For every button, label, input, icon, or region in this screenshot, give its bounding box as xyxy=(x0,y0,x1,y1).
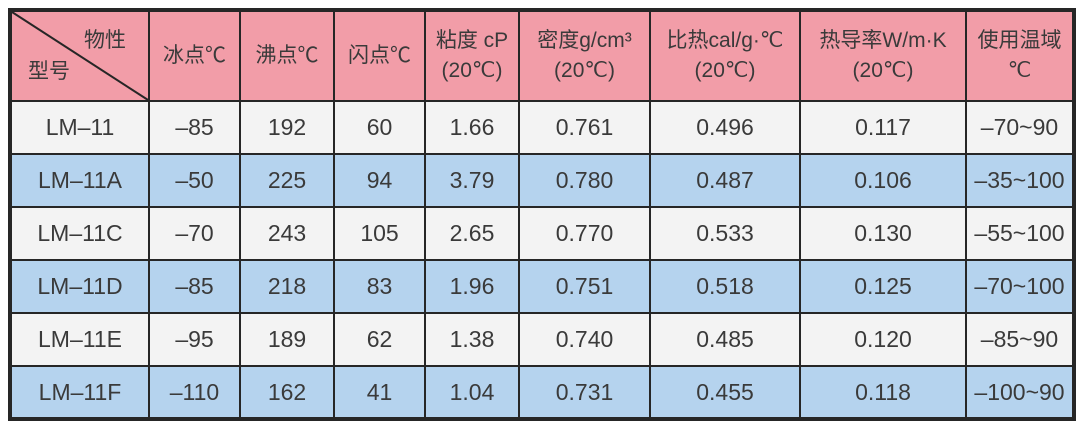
operating-range-cell: –35~100 xyxy=(965,153,1075,208)
specific-heat-cell: 0.533 xyxy=(649,206,801,261)
table-row: LM–11F –110 162 41 1.04 0.731 0.455 0.11… xyxy=(9,365,1075,420)
flash-point-cell: 60 xyxy=(333,100,426,155)
flash-point-cell: 41 xyxy=(333,365,426,420)
boiling-point-cell: 243 xyxy=(239,206,335,261)
specific-heat-cell: 0.496 xyxy=(649,100,801,155)
table-row: LM–11D –85 218 83 1.96 0.751 0.518 0.125… xyxy=(9,259,1075,314)
viscosity-cell: 1.66 xyxy=(424,100,520,155)
header-line: (20℃) xyxy=(852,59,914,82)
diagonal-line xyxy=(12,12,148,100)
model-cell: LM–11A xyxy=(9,153,150,208)
table-header: 物性 型号 冰点℃ 沸点℃ 闪点℃ 粘度 cP (20℃) xyxy=(9,9,1075,102)
density-cell: 0.731 xyxy=(518,365,651,420)
header-line: 沸点℃ xyxy=(255,44,319,67)
flash-point-cell: 94 xyxy=(333,153,426,208)
header-specific-heat: 比热cal/g·℃ (20℃) xyxy=(649,9,801,102)
header-line: 使用温域 xyxy=(977,29,1062,52)
header-viscosity: 粘度 cP (20℃) xyxy=(424,9,520,102)
table-row: LM–11C –70 243 105 2.65 0.770 0.533 0.13… xyxy=(9,206,1075,261)
table-row: LM–11 –85 192 60 1.66 0.761 0.496 0.117 … xyxy=(9,100,1075,155)
boiling-point-cell: 162 xyxy=(239,365,335,420)
thermal-conductivity-cell: 0.106 xyxy=(799,153,967,208)
viscosity-cell: 1.04 xyxy=(424,365,520,420)
operating-range-cell: –70~90 xyxy=(965,100,1075,155)
freezing-point-cell: –85 xyxy=(148,259,241,314)
header-line: (20℃) xyxy=(554,59,615,82)
flash-point-cell: 83 xyxy=(333,259,426,314)
operating-range-cell: –85~90 xyxy=(965,312,1075,367)
corner-model-label: 型号 xyxy=(28,60,70,83)
specific-heat-cell: 0.455 xyxy=(649,365,801,420)
header-line: (20℃) xyxy=(694,59,756,82)
table-row: LM–11A –50 225 94 3.79 0.780 0.487 0.106… xyxy=(9,153,1075,208)
header-line: 闪点℃ xyxy=(348,44,411,67)
flash-point-cell: 62 xyxy=(333,312,426,367)
density-cell: 0.761 xyxy=(518,100,651,155)
specific-heat-cell: 0.487 xyxy=(649,153,801,208)
header-line: (20℃) xyxy=(441,59,503,82)
header-line: ℃ xyxy=(1007,59,1032,82)
density-cell: 0.780 xyxy=(518,153,651,208)
boiling-point-cell: 192 xyxy=(239,100,335,155)
freezing-point-cell: –85 xyxy=(148,100,241,155)
freezing-point-cell: –95 xyxy=(148,312,241,367)
operating-range-cell: –100~90 xyxy=(965,365,1075,420)
operating-range-cell: –70~100 xyxy=(965,259,1075,314)
viscosity-cell: 1.38 xyxy=(424,312,520,367)
header-line: 比热cal/g·℃ xyxy=(666,29,784,52)
properties-table-frame: 物性 型号 冰点℃ 沸点℃ 闪点℃ 粘度 cP (20℃) xyxy=(8,8,1076,421)
header-operating-range: 使用温域 ℃ xyxy=(965,9,1075,102)
thermal-conductivity-cell: 0.125 xyxy=(799,259,967,314)
header-corner: 物性 型号 xyxy=(9,9,150,102)
table-row: LM–11E –95 189 62 1.38 0.740 0.485 0.120… xyxy=(9,312,1075,367)
thermal-conductivity-cell: 0.120 xyxy=(799,312,967,367)
thermal-conductivity-cell: 0.118 xyxy=(799,365,967,420)
model-cell: LM–11E xyxy=(9,312,150,367)
header-line: 冰点℃ xyxy=(163,44,226,67)
model-cell: LM–11C xyxy=(9,206,150,261)
viscosity-cell: 1.96 xyxy=(424,259,520,314)
boiling-point-cell: 225 xyxy=(239,153,335,208)
boiling-point-cell: 218 xyxy=(239,259,335,314)
specific-heat-cell: 0.518 xyxy=(649,259,801,314)
properties-table: 物性 型号 冰点℃ 沸点℃ 闪点℃ 粘度 cP (20℃) xyxy=(8,8,1076,421)
density-cell: 0.740 xyxy=(518,312,651,367)
header-thermal-conductivity: 热导率W/m·K (20℃) xyxy=(799,9,967,102)
corner-property-label: 物性 xyxy=(84,29,126,52)
model-cell: LM–11F xyxy=(9,365,150,420)
thermal-conductivity-cell: 0.117 xyxy=(799,100,967,155)
freezing-point-cell: –70 xyxy=(148,206,241,261)
viscosity-cell: 3.79 xyxy=(424,153,520,208)
header-line: 粘度 cP xyxy=(435,29,509,52)
table-body: LM–11 –85 192 60 1.66 0.761 0.496 0.117 … xyxy=(9,100,1075,420)
flash-point-cell: 105 xyxy=(333,206,426,261)
freezing-point-cell: –50 xyxy=(148,153,241,208)
header-line: 热导率W/m·K xyxy=(819,29,947,52)
model-cell: LM–11 xyxy=(9,100,150,155)
header-density: 密度g/cm³ (20℃) xyxy=(518,9,651,102)
boiling-point-cell: 189 xyxy=(239,312,335,367)
header-flash-point: 闪点℃ xyxy=(333,9,426,102)
header-row: 物性 型号 冰点℃ 沸点℃ 闪点℃ 粘度 cP (20℃) xyxy=(9,9,1075,102)
thermal-conductivity-cell: 0.130 xyxy=(799,206,967,261)
header-freezing-point: 冰点℃ xyxy=(148,9,241,102)
specific-heat-cell: 0.485 xyxy=(649,312,801,367)
freezing-point-cell: –110 xyxy=(148,365,241,420)
model-cell: LM–11D xyxy=(9,259,150,314)
header-boiling-point: 沸点℃ xyxy=(239,9,335,102)
density-cell: 0.770 xyxy=(518,206,651,261)
operating-range-cell: –55~100 xyxy=(965,206,1075,261)
header-line: 密度g/cm³ xyxy=(537,29,632,52)
density-cell: 0.751 xyxy=(518,259,651,314)
viscosity-cell: 2.65 xyxy=(424,206,520,261)
